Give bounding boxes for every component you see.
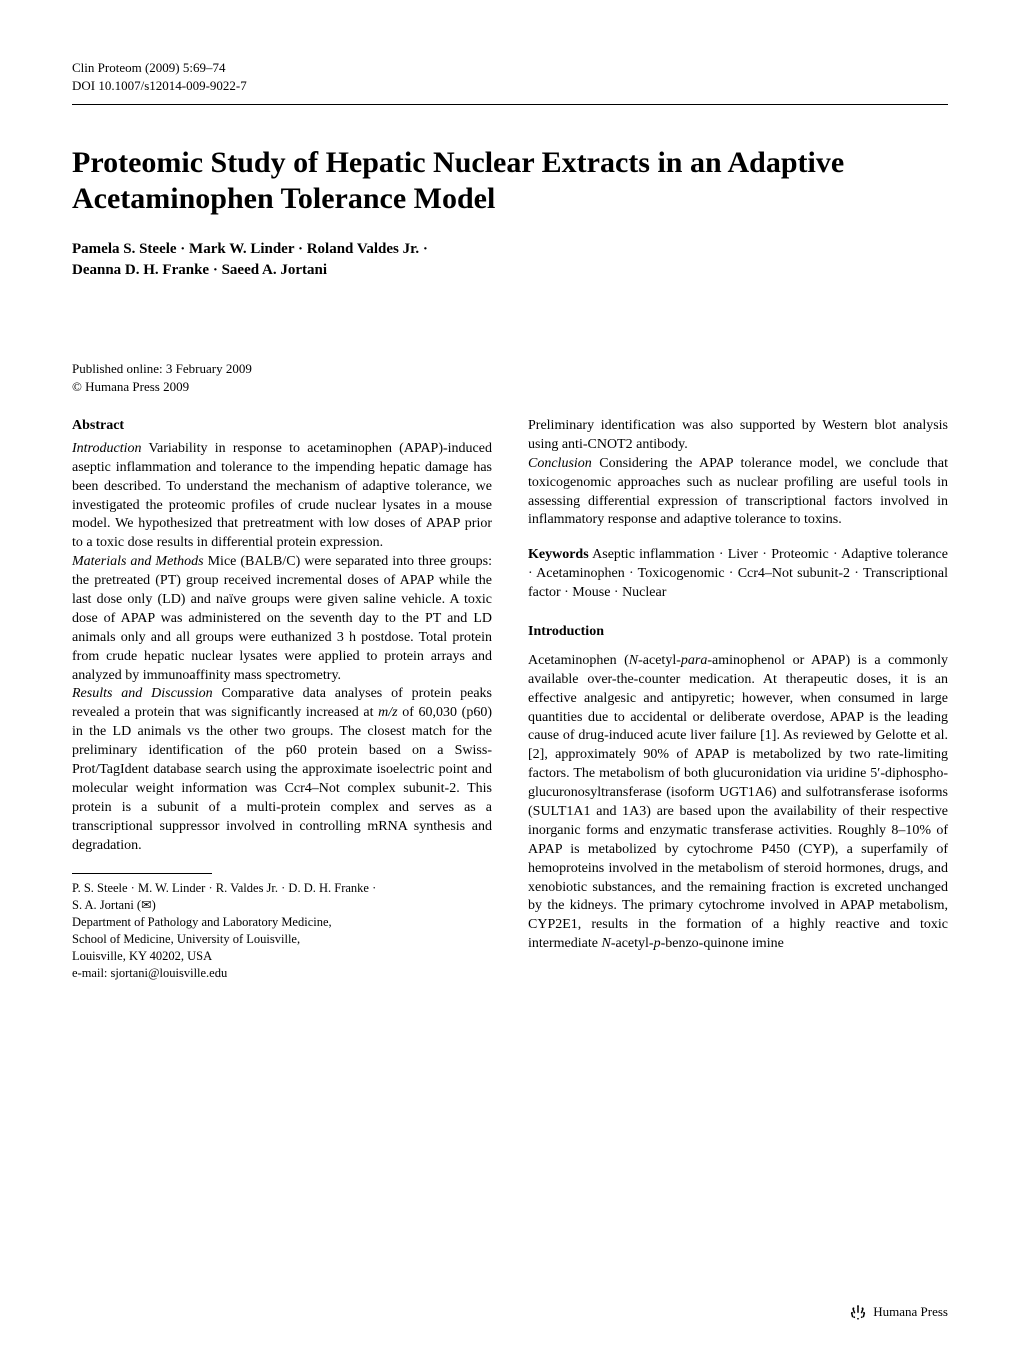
authors-line-1: Pamela S. Steele · Mark W. Linder · Rola… (72, 239, 948, 260)
abstract-intro-label: Introduction (72, 441, 141, 456)
keywords-block: Keywords Aseptic inflammation · Liver · … (528, 546, 948, 603)
keywords-text: Aseptic inflammation · Liver · Proteomic… (528, 547, 948, 600)
intro-p1-ital3: N (601, 936, 610, 951)
introduction-heading: Introduction (528, 623, 948, 642)
abstract-results-continued: Preliminary identification was also supp… (528, 417, 948, 455)
copyright-line: © Humana Press 2009 (72, 379, 948, 395)
intro-p1-ital1: N (629, 653, 638, 668)
intro-p1-b: -acetyl- (638, 653, 681, 668)
left-column: Abstract Introduction Variability in res… (72, 417, 492, 982)
abstract-introduction: Introduction Variability in response to … (72, 440, 492, 553)
article-title: Proteomic Study of Hepatic Nuclear Extra… (72, 145, 948, 217)
affil-corresponding-name: S. A. Jortani ( (72, 898, 141, 912)
published-online: Published online: 3 February 2009 (72, 361, 948, 377)
publisher-footer: Humana Press (849, 1303, 948, 1321)
affil-city: Louisville, KY 40202, USA (72, 948, 492, 965)
affil-dept: Department of Pathology and Laboratory M… (72, 914, 492, 931)
running-head: Clin Proteom (2009) 5:69–74 (72, 60, 948, 76)
affil-email: e-mail: sjortani@louisville.edu (72, 965, 492, 982)
affil-authors-line2: S. A. Jortani (✉) (72, 897, 492, 914)
affil-school: School of Medicine, University of Louisv… (72, 931, 492, 948)
envelope-icon: ✉ (141, 898, 151, 912)
authors-line-2: Deanna D. H. Franke · Saeed A. Jortani (72, 260, 948, 281)
affil-line2-close: ) (152, 898, 156, 912)
two-column-body: Abstract Introduction Variability in res… (72, 417, 948, 982)
abstract-conclusion-label: Conclusion (528, 456, 592, 471)
doi: DOI 10.1007/s12014-009-9022-7 (72, 78, 948, 94)
abstract-heading: Abstract (72, 417, 492, 436)
abstract-intro-text: Variability in response to acetaminophen… (72, 441, 492, 550)
abstract-methods-label: Materials and Methods (72, 554, 204, 569)
intro-p1-c: -aminophenol or APAP) is a commonly avai… (528, 653, 948, 951)
introduction-paragraph-1: Acetaminophen (N-acetyl-para-aminophenol… (528, 652, 948, 954)
keywords-label: Keywords (528, 547, 589, 562)
abstract-methods: Materials and Methods Mice (BALB/C) were… (72, 553, 492, 685)
intro-p1-ital4: p (654, 936, 661, 951)
abstract-methods-text: Mice (BALB/C) were separated into three … (72, 554, 492, 682)
affil-authors-line1: P. S. Steele · M. W. Linder · R. Valdes … (72, 880, 492, 897)
abstract-results-label: Results and Discussion (72, 686, 213, 701)
author-list: Pamela S. Steele · Mark W. Linder · Rola… (72, 239, 948, 281)
intro-p1-a: Acetaminophen ( (528, 653, 629, 668)
abstract-results: Results and Discussion Comparative data … (72, 685, 492, 855)
abstract-results-mz: m/z (378, 705, 397, 720)
right-column: Preliminary identification was also supp… (528, 417, 948, 982)
intro-p1-d: -acetyl- (611, 936, 654, 951)
humana-press-icon (849, 1303, 867, 1321)
intro-p1-ital2: para (681, 653, 707, 668)
abstract-results-text-b: of 60,030 (p60) in the LD animals vs the… (72, 705, 492, 852)
abstract-conclusion-text: Considering the APAP tolerance model, we… (528, 456, 948, 528)
publisher-name: Humana Press (873, 1304, 948, 1320)
affiliation-block: P. S. Steele · M. W. Linder · R. Valdes … (72, 880, 492, 981)
affiliation-rule (72, 873, 212, 874)
header-rule (72, 104, 948, 105)
intro-p1-e: -benzo-quinone imine (661, 936, 784, 951)
abstract-conclusion: Conclusion Considering the APAP toleranc… (528, 455, 948, 531)
